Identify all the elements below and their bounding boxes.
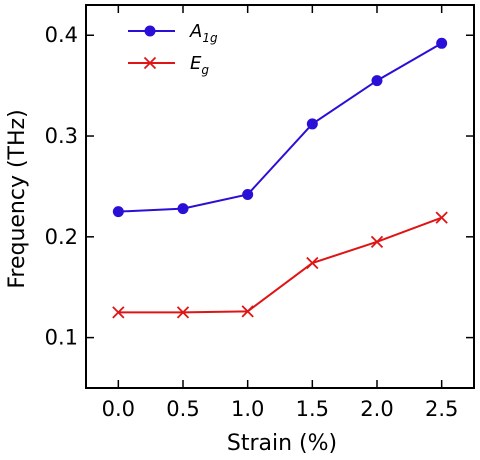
- x-tick-label: 2.5: [425, 397, 458, 421]
- legend-marker: [143, 56, 157, 70]
- data-point: [112, 206, 124, 218]
- plot-frame: [85, 4, 475, 389]
- data-point: [176, 306, 190, 319]
- data-point: [306, 118, 318, 130]
- x-axis-ticks: 0.0 0.5 1.0 1.5 2.0 2.5: [102, 5, 458, 421]
- data-point: [241, 305, 254, 318]
- legend-label: A1g: [189, 21, 218, 45]
- y-tick-label: 0.1: [45, 326, 78, 350]
- x-tick-label: 1.5: [296, 397, 329, 421]
- data-point: [436, 37, 448, 49]
- data-point: [435, 211, 448, 224]
- legend-marker: [144, 25, 156, 37]
- y-tick-label: 0.4: [45, 23, 78, 47]
- y-tick-label: 0.3: [45, 124, 78, 148]
- x-tick-label: 0.0: [102, 397, 135, 421]
- x-tick-label: 2.0: [360, 397, 393, 421]
- series-line: [118, 216, 443, 314]
- data-point: [371, 75, 383, 87]
- data-point: [177, 203, 189, 215]
- x-tick-label: 1.0: [231, 397, 264, 421]
- x-axis-label: Strain (%): [227, 431, 337, 456]
- data-point: [370, 235, 384, 248]
- data-point: [306, 256, 319, 270]
- y-tick-label: 0.2: [45, 225, 78, 249]
- series-A1g: [112, 37, 448, 218]
- plot-area: [85, 4, 475, 389]
- data-point: [242, 188, 254, 200]
- series-Eg: [112, 211, 448, 319]
- series-line: [118, 42, 443, 213]
- y-axis-ticks: 0.1 0.2 0.3 0.4: [45, 23, 474, 350]
- y-axis-label: Frequency (THz): [5, 109, 30, 288]
- legend-label: Eg: [190, 53, 209, 77]
- series-layer: [112, 37, 448, 319]
- legend: A1g Eg: [128, 21, 218, 77]
- x-tick-label: 0.5: [166, 397, 199, 421]
- data-point: [112, 306, 125, 319]
